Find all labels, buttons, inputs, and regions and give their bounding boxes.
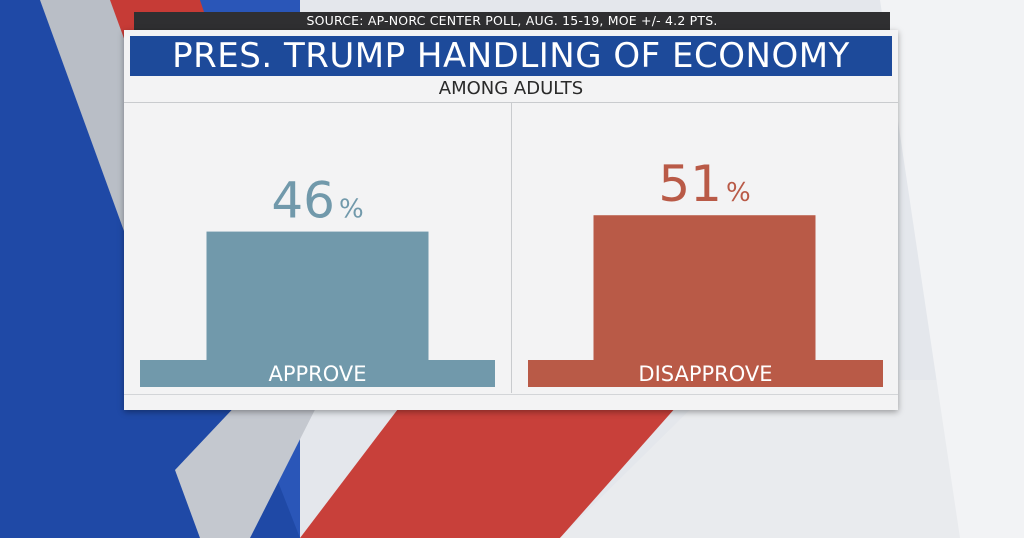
chart-subtitle: AMONG ADULTS (438, 78, 584, 99)
source-caption: SOURCE: AP-NORC CENTER POLL, AUG. 15-19,… (134, 12, 890, 30)
category-label-approve: APPROVE (268, 362, 366, 386)
bar-chart: 46% 51% (206, 155, 816, 382)
value-label-disapprove: 51% (658, 155, 750, 213)
label-band-disapprove (528, 360, 883, 387)
panel-divider (511, 103, 512, 393)
footer-line (124, 394, 898, 395)
value-label-approve: 46% (271, 172, 363, 230)
bar-disapprove (593, 215, 816, 382)
category-labels: APPROVE DISAPPROVE (140, 360, 883, 387)
chart-title: PRES. TRUMP HANDLING OF ECONOMY (130, 36, 892, 76)
label-band-approve (140, 360, 495, 387)
poll-card: PRES. TRUMP HANDLING OF ECONOMY AMONG AD… (124, 30, 898, 410)
bar-approve (206, 231, 429, 382)
category-label-disapprove: DISAPPROVE (638, 362, 772, 386)
header-divider (124, 102, 898, 103)
